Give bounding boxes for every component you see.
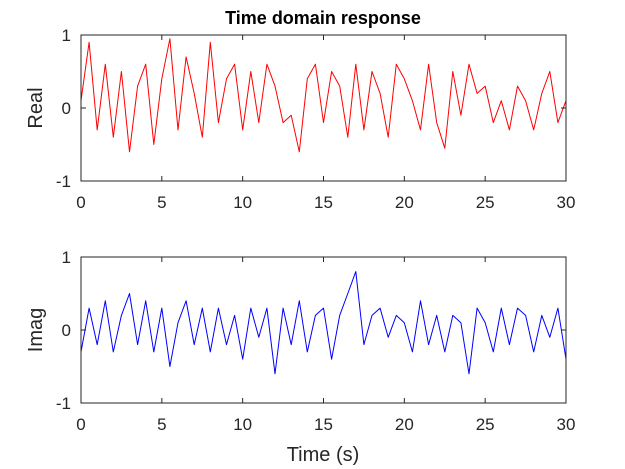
subplot-imag: Imag Time (s) 0 5 10 15 20 25 30 -1 0 1 — [25, 248, 575, 466]
y-axis-label-imag: Imag — [25, 308, 47, 352]
plot-frame-real — [80, 34, 567, 182]
x-tick-label: 0 — [76, 193, 85, 212]
x-tick-label: 10 — [233, 193, 252, 212]
x-tick-label: 25 — [476, 193, 495, 212]
y-tick-label: 0 — [62, 321, 71, 340]
y-axis-label-real: Real — [25, 87, 47, 128]
x-tick-label: 0 — [76, 415, 85, 434]
ticks-real: 0 5 10 15 20 25 30 -1 0 1 — [56, 26, 576, 212]
x-tick-label: 5 — [157, 193, 166, 212]
y-tick-label: -1 — [56, 394, 71, 413]
x-tick-label: 5 — [157, 415, 166, 434]
plot-frame-imag — [80, 256, 567, 404]
x-tick-label: 10 — [233, 415, 252, 434]
x-tick-label: 15 — [314, 415, 333, 434]
x-tick-label: 30 — [557, 415, 576, 434]
x-tick-label: 20 — [395, 193, 414, 212]
subplot-real: Time domain response Real 0 5 10 15 20 25 30-1… — [25, 8, 575, 212]
y-tick-label: 0 — [62, 99, 71, 118]
y-tick-label: 1 — [62, 248, 71, 267]
series-line-real — [80, 38, 567, 153]
x-tick-label: 20 — [395, 415, 414, 434]
y-tick-label: -1 — [56, 172, 71, 191]
x-axis-label: Time (s) — [287, 444, 360, 466]
ticks-imag: 0 5 10 15 20 25 30 -1 0 1 — [56, 248, 576, 434]
y-tick-label: 1 — [62, 26, 71, 45]
series-line-imag — [80, 271, 567, 375]
series-imag-marks — [80, 271, 567, 375]
x-tick-label: 25 — [476, 415, 495, 434]
x-tick-label: 15 — [314, 193, 333, 212]
chart-title: Time domain response — [225, 8, 421, 28]
series-real-marks — [80, 38, 567, 153]
x-tick-label: 30 — [557, 193, 576, 212]
